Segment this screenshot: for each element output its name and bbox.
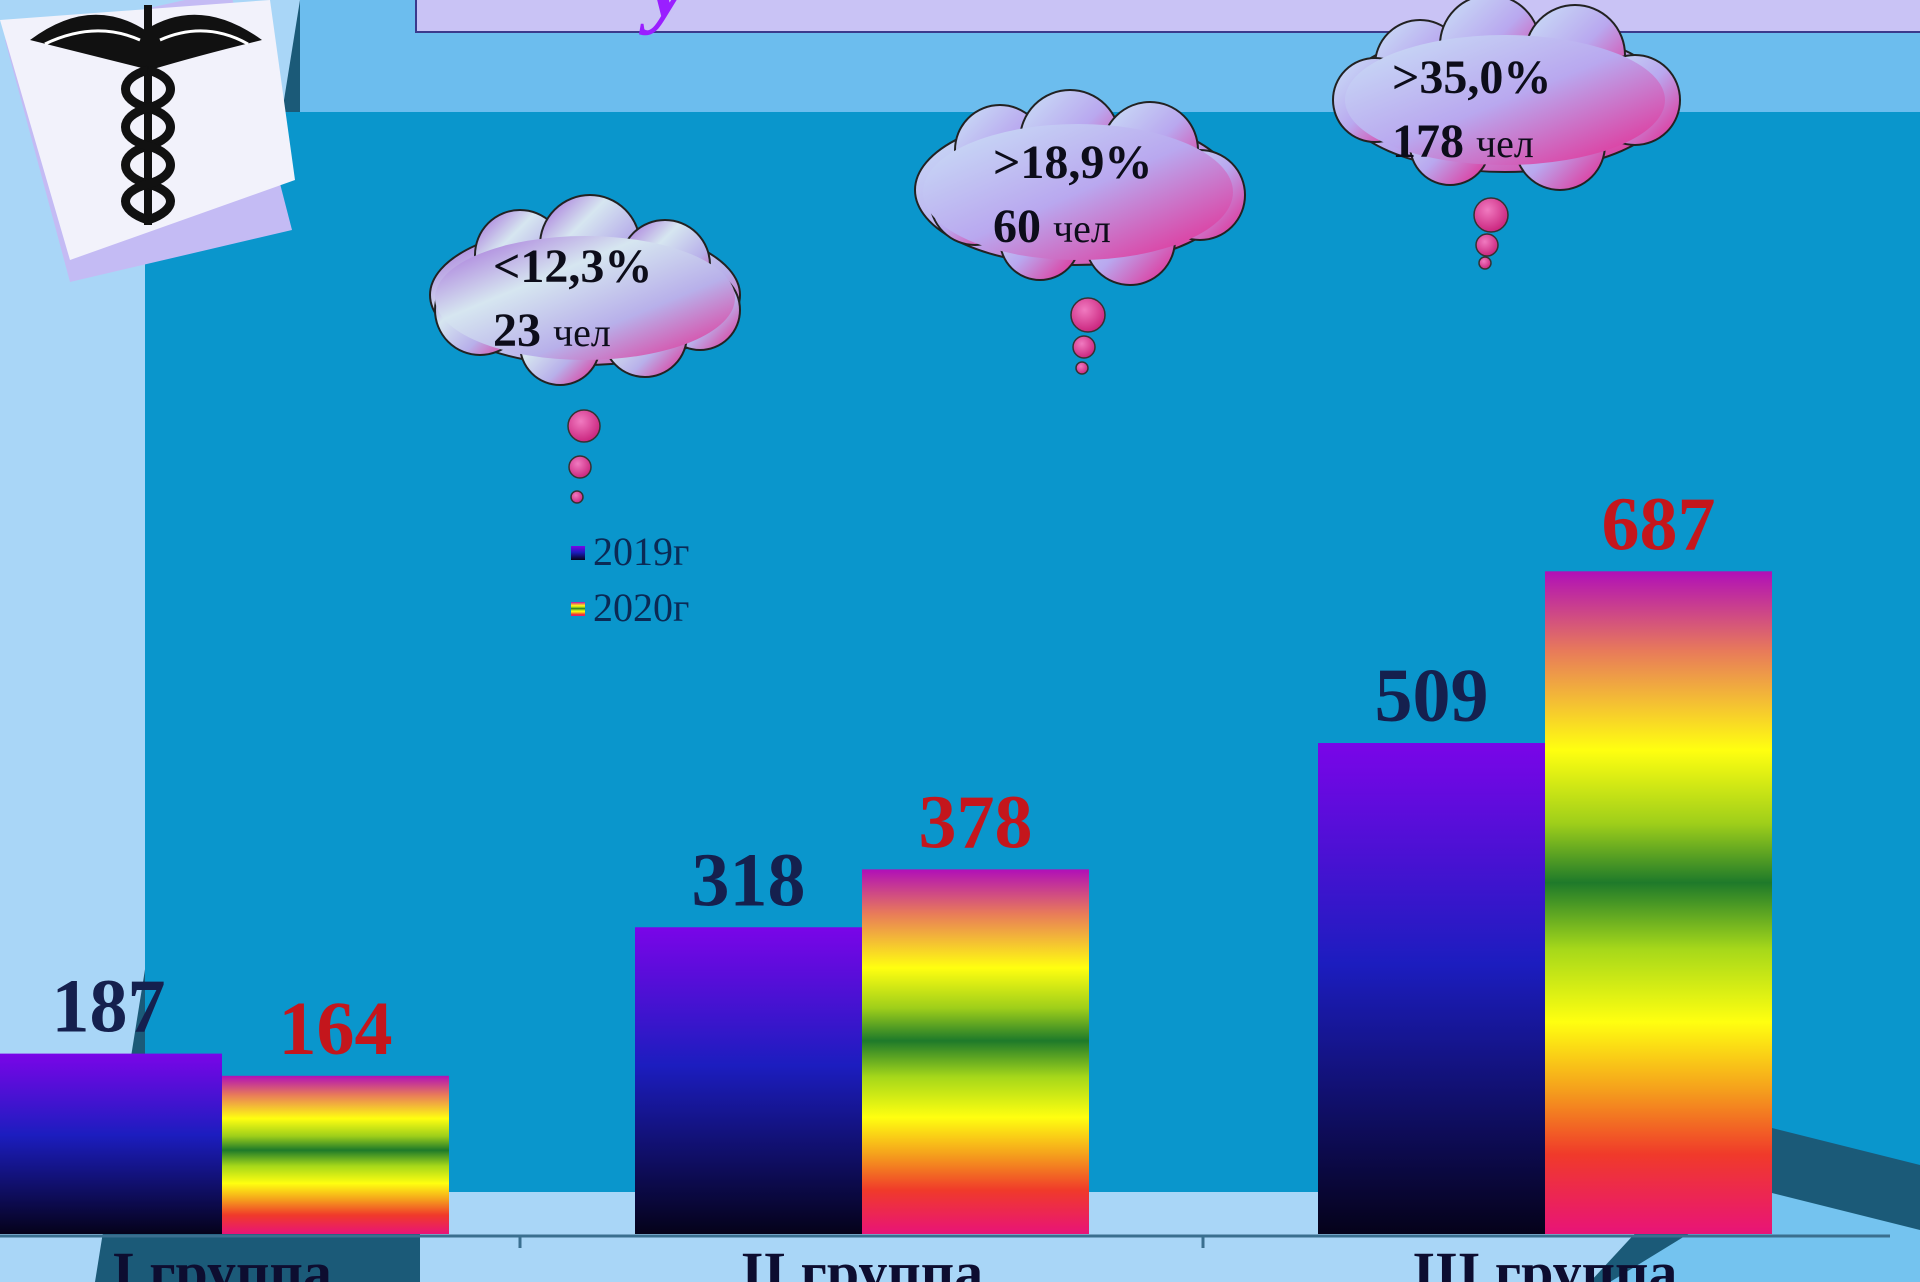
legend-swatch-2020 (571, 602, 585, 616)
callout-2-count-number: 60 (993, 200, 1041, 253)
value-label-2020-group-2: 378 (919, 780, 1033, 864)
legend-swatch-2019 (571, 546, 585, 560)
callout-bubble-group-3: >35,0% 178 чел (1332, 0, 1681, 270)
value-label-2019-group-2: 318 (692, 838, 806, 922)
callout-1-percent: <12,3% (493, 240, 652, 293)
legend-label-2020: 2020г (593, 585, 689, 630)
callout-bubble-group-2: >18,9% 60 чел (914, 89, 1246, 375)
callout-1-count: 23 чел (493, 304, 611, 357)
value-label-2019-group-3: 509 (1375, 654, 1489, 738)
callout-2-count-unit: чел (1053, 206, 1111, 251)
category-label-1: I группа (112, 1240, 332, 1282)
callout-2-percent: >18,9% (993, 136, 1152, 189)
callout-3-count: 178 чел (1392, 115, 1534, 168)
callout-1-count-unit: чел (553, 310, 611, 355)
legend: 2019г 2020г (571, 529, 689, 630)
value-label-2019-group-1: 187 (52, 965, 166, 1049)
bar-2019-group-3 (1318, 743, 1545, 1234)
callout-bubble-group-1: <12,3% 23 чел (429, 194, 741, 504)
bar-2020-group-3 (1545, 571, 1772, 1234)
bar-2020-group-2 (862, 869, 1089, 1234)
category-label-2: II группа (741, 1240, 983, 1282)
category-label-3: III группа (1413, 1240, 1678, 1282)
title-box (415, 0, 1920, 33)
callout-3-percent: >35,0% (1392, 51, 1551, 104)
bar-2020-group-1 (222, 1075, 449, 1234)
value-label-2020-group-1: 164 (279, 987, 393, 1071)
legend-label-2019: 2019г (593, 529, 689, 574)
bar-2019-group-1 (0, 1053, 222, 1234)
bar-2019-group-2 (635, 927, 862, 1234)
callout-2-count: 60 чел (993, 200, 1111, 253)
callout-3-count-unit: чел (1476, 121, 1534, 166)
callout-1-count-number: 23 (493, 304, 541, 357)
caduceus-icon (0, 0, 295, 282)
value-label-2020-group-3: 687 (1602, 482, 1716, 566)
callout-3-count-number: 178 (1392, 115, 1464, 168)
